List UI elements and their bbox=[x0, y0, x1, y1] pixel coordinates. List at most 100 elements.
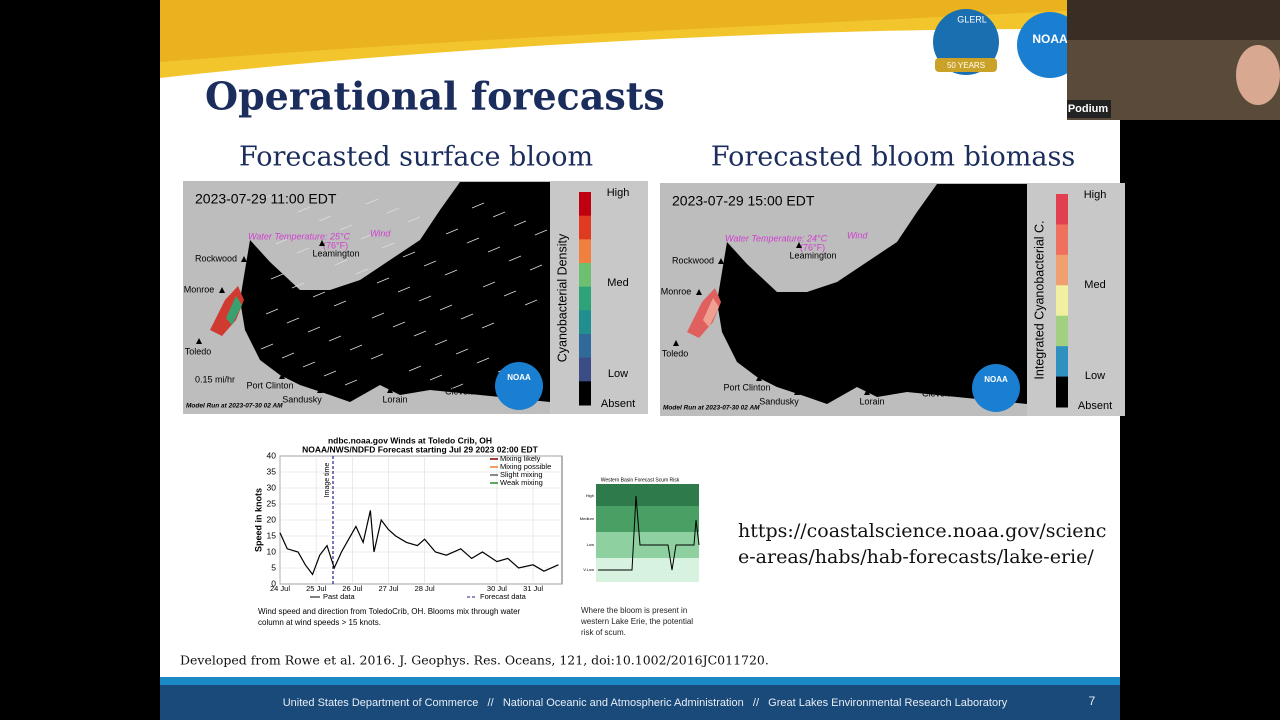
y-tick-label: 35 bbox=[267, 466, 277, 476]
y-axis-label: Speed in knots bbox=[253, 488, 263, 552]
current-arrow bbox=[402, 251, 416, 258]
x-tick-label: 28 Jul bbox=[415, 584, 435, 593]
current-arrow bbox=[328, 335, 342, 342]
risk-level: Medium bbox=[580, 516, 595, 521]
map-panel: 2023-07-29 11:00 EDT Water Temperature: 2… bbox=[183, 181, 648, 414]
place-label: Mentor bbox=[503, 352, 531, 362]
y-tick-label: 10 bbox=[267, 546, 277, 556]
colorbar-segment bbox=[579, 263, 591, 288]
place-marker bbox=[756, 375, 762, 381]
current-arrow bbox=[344, 379, 358, 386]
place-marker bbox=[445, 379, 451, 385]
top-band-dark bbox=[160, 0, 1120, 62]
legend-label: Slight mixing bbox=[500, 470, 543, 479]
water-temp-f: (76°F) bbox=[323, 240, 348, 250]
place-marker bbox=[796, 242, 802, 248]
current-arrow bbox=[307, 326, 321, 333]
scale-label: 0.15 mi/hr bbox=[195, 374, 235, 384]
colorbar-label: Absent bbox=[1078, 400, 1112, 412]
water-temp-f: (76°F) bbox=[800, 242, 825, 252]
colorbar-segment bbox=[579, 239, 591, 264]
legend-label: Mixing possible bbox=[500, 462, 551, 471]
x-tick-label: 25 Jul bbox=[306, 584, 326, 593]
wind-chart: ndbc.noaa.gov Winds at Toledo Crib, OHNO… bbox=[253, 435, 563, 627]
map-heading: Forecasted surface bloom bbox=[239, 142, 593, 173]
current-arrow bbox=[524, 299, 538, 306]
current-arrow bbox=[355, 268, 369, 275]
wind-label: Wind bbox=[370, 228, 391, 238]
current-arrow bbox=[281, 352, 295, 359]
current-arrow bbox=[503, 290, 517, 297]
webcam-person bbox=[1236, 45, 1280, 105]
place-label: Monroe bbox=[661, 286, 692, 296]
current-arrow bbox=[529, 264, 543, 271]
noaa-logo bbox=[972, 364, 1020, 412]
current-arrow bbox=[508, 255, 522, 262]
current-arrow bbox=[365, 198, 379, 205]
risk-caption: western Lake Erie, the potential bbox=[580, 617, 693, 626]
risk-band bbox=[596, 484, 699, 506]
logo-ribbon bbox=[935, 58, 997, 72]
noaa-logo-text: NOAA bbox=[984, 375, 1008, 384]
water-temp: Water Temperature: 25°C bbox=[248, 231, 351, 241]
current-arrow bbox=[360, 233, 374, 240]
risk-level: High bbox=[586, 493, 594, 498]
current-arrow bbox=[513, 220, 527, 227]
current-arrow bbox=[260, 343, 274, 350]
place-marker bbox=[864, 389, 870, 395]
x-tick-label: 31 Jul bbox=[523, 584, 543, 593]
risk-line bbox=[598, 495, 700, 571]
wind-line bbox=[279, 510, 559, 576]
place-label: Lorain bbox=[382, 394, 407, 404]
current-arrow bbox=[492, 211, 506, 218]
colorbar-segment bbox=[579, 334, 591, 359]
timestamp: 2023-07-29 11:00 EDT bbox=[195, 191, 337, 207]
place-label: Sandusky bbox=[759, 396, 799, 406]
legend-label: Forecast data bbox=[480, 592, 527, 601]
map-panel: 2023-07-29 15:00 EDT Water Temperature: 2… bbox=[660, 183, 1125, 416]
place-marker bbox=[922, 381, 928, 387]
colorbar-segment bbox=[579, 381, 591, 406]
colorbar-segment bbox=[579, 192, 591, 217]
place-marker bbox=[219, 287, 225, 293]
current-arrow bbox=[444, 269, 458, 276]
colorbar-segment bbox=[1056, 285, 1068, 317]
wind-label: Wind bbox=[847, 230, 868, 240]
current-arrow bbox=[481, 322, 495, 329]
place-label: Rockwood bbox=[195, 253, 237, 263]
place-label: Leamington bbox=[789, 250, 836, 260]
place-label: Toledo bbox=[185, 346, 212, 356]
place-label: Leamington bbox=[312, 248, 359, 258]
colorbar-segment bbox=[579, 310, 591, 335]
footer-text: United States Department of Commerce // … bbox=[283, 697, 1008, 709]
current-arrow bbox=[318, 215, 332, 222]
current-arrow bbox=[471, 202, 485, 209]
current-arrow bbox=[466, 237, 480, 244]
place-marker bbox=[696, 289, 702, 295]
colorbar-segment bbox=[1056, 315, 1068, 347]
place-marker bbox=[673, 340, 679, 346]
colorbar-segment bbox=[1056, 346, 1068, 378]
place-marker bbox=[387, 387, 393, 393]
y-tick-label: 30 bbox=[267, 482, 277, 492]
place-label: Toledo bbox=[662, 348, 689, 358]
wind-title: ndbc.noaa.gov Winds at Toledo Crib, OH bbox=[328, 435, 492, 445]
x-tick-label: 27 Jul bbox=[378, 584, 398, 593]
current-arrow bbox=[270, 273, 284, 280]
colorbar-segment bbox=[1056, 194, 1068, 225]
current-arrow bbox=[434, 339, 448, 346]
image-time-label: Image time bbox=[324, 463, 331, 498]
legend-label: Past data bbox=[323, 592, 356, 601]
colorbar-label: Med bbox=[607, 277, 628, 289]
current-arrow bbox=[275, 238, 289, 245]
colorbar-label: High bbox=[607, 187, 630, 199]
y-tick-label: 5 bbox=[271, 562, 276, 572]
place-label: Cleveland bbox=[922, 388, 962, 398]
y-tick-label: 0 bbox=[271, 578, 276, 588]
footer-stripe bbox=[160, 677, 1120, 685]
current-arrow bbox=[386, 207, 400, 214]
current-arrow bbox=[339, 224, 353, 231]
current-arrow bbox=[429, 374, 443, 381]
y-tick-label: 25 bbox=[267, 498, 277, 508]
